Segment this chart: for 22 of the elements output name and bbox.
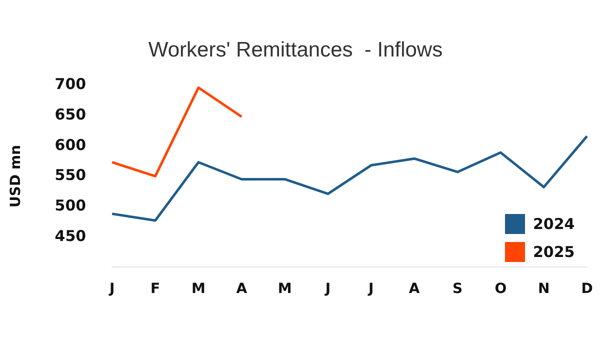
x-tick-label: M [278,281,292,298]
x-tick-label: M [191,281,206,298]
y-tick-label: 650 [54,105,86,124]
x-tick-label: O [494,281,507,298]
x-tick-label: A [236,281,248,298]
legend-label: 2025 [533,243,575,261]
y-tick-label: 550 [54,166,86,184]
x-tick-label: S [452,281,463,298]
y-axis-title: USD mn [8,144,24,208]
y-tick-label: 700 [54,75,86,94]
x-tick-label: F [150,281,160,298]
x-tick-label: J [108,281,115,298]
y-tick-label: 450 [54,226,86,245]
x-tick-label: N [538,281,550,298]
legend-label: 2024 [533,215,575,233]
y-tick-label: 600 [54,136,86,154]
x-tick-label: J [324,281,331,298]
chart-title: Workers' Remittances - Inflows [148,38,443,62]
x-tick-label: D [581,281,593,298]
x-tick-label: A [408,281,420,298]
x-tick-label: J [368,281,374,298]
y-tick-label: 500 [54,196,86,214]
